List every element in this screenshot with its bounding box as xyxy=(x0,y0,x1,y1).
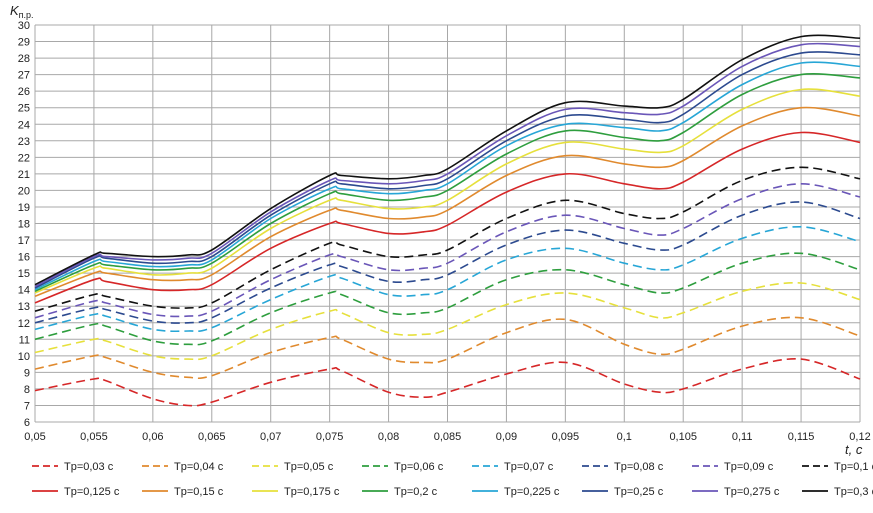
legend-item: Tp=0,08 с xyxy=(582,461,664,473)
legend-label: Tp=0,05 с xyxy=(284,461,334,473)
legend-label: Tp=0,25 с xyxy=(614,486,664,498)
y-tick-label: 11 xyxy=(19,334,30,346)
y-tick-label: 14 xyxy=(18,285,30,297)
legend-item: Tp=0,2 с xyxy=(362,486,438,498)
legend-label: Tp=0,09 с xyxy=(724,461,774,473)
x-axis-label: t, с xyxy=(845,442,863,457)
y-tick-label: 21 xyxy=(18,169,30,181)
legend-item: Tp=0,15 с xyxy=(142,486,224,498)
series-line-10 xyxy=(34,106,861,298)
x-tick-label: 0,115 xyxy=(788,431,815,443)
y-tick-label: 24 xyxy=(18,119,30,131)
x-tick-label: 0,11 xyxy=(732,431,753,443)
legend-item: Tp=0,05 с xyxy=(252,461,334,473)
legend-item: Tp=0,275 с xyxy=(692,486,780,498)
series-line-9 xyxy=(34,131,861,304)
x-tick-label: 0,055 xyxy=(80,431,108,443)
y-tick-label: 23 xyxy=(18,136,30,148)
series-line-16 xyxy=(34,34,861,286)
legend-item: Tp=0,1 с xyxy=(802,461,873,473)
y-tick-label: 25 xyxy=(18,103,30,115)
y-tick-label: 18 xyxy=(18,219,30,231)
legend-label: Tp=0,06 с xyxy=(394,461,444,473)
legend-item: Tp=0,06 с xyxy=(362,461,444,473)
y-axis-label-main: K xyxy=(10,3,20,18)
x-tick-label: 0,065 xyxy=(198,431,226,443)
series-line-5 xyxy=(34,225,861,333)
legend-item: Tp=0,225 с xyxy=(472,486,560,498)
series-group xyxy=(34,34,861,407)
series-line-11 xyxy=(34,88,861,294)
legend-label: Tp=0,2 с xyxy=(394,486,438,498)
legend-item: Tp=0,04 с xyxy=(142,461,224,473)
x-tick-label: 0,105 xyxy=(669,431,697,443)
legend-item: Tp=0,03 с xyxy=(32,461,114,473)
legend: Tp=0,03 с Tp=0,04 с Tp=0,05 с Tp=0,06 с Tp=0… xyxy=(32,461,873,498)
series-line-4 xyxy=(34,252,861,346)
y-tick-label: 22 xyxy=(18,152,30,164)
legend-label: Tp=0,3 с xyxy=(834,486,873,498)
legend-label: Tp=0,175 с xyxy=(284,486,340,498)
ticks: 6 7 8 9 10 11 12 13 14 15 16 17 18 19 20 21 22 23 24 25 26 27… xyxy=(18,20,871,443)
series-line-8 xyxy=(34,166,861,312)
series-line-14 xyxy=(34,51,861,289)
x-tick-label: 0,12 xyxy=(849,431,870,443)
x-tick-label: 0,075 xyxy=(316,431,344,443)
y-axis-label-sub: п.р. xyxy=(19,10,34,20)
y-tick-label: 7 xyxy=(24,400,30,412)
legend-label: Tp=0,15 с xyxy=(174,486,224,498)
y-tick-label: 10 xyxy=(18,351,30,363)
legend-item: Tp=0,07 с xyxy=(472,461,554,473)
y-tick-label: 19 xyxy=(18,202,30,214)
y-tick-label: 20 xyxy=(18,185,30,197)
x-tick-label: 0,08 xyxy=(378,431,399,443)
y-tick-label: 17 xyxy=(18,235,30,247)
legend-item: Tp=0,125 с xyxy=(32,486,120,498)
y-tick-label: 12 xyxy=(18,318,30,330)
legend-label: Tp=0,225 с xyxy=(504,486,560,498)
x-tick-label: 0,06 xyxy=(142,431,163,443)
x-tick-label: 0,095 xyxy=(552,431,580,443)
legend-label: Tp=0,08 с xyxy=(614,461,664,473)
legend-label: Tp=0,04 с xyxy=(174,461,224,473)
x-tick-label: 0,085 xyxy=(434,431,462,443)
legend-label: Tp=0,03 с xyxy=(64,461,114,473)
x-tick-label: 0,1 xyxy=(617,431,632,443)
y-tick-label: 6 xyxy=(24,417,30,429)
series-line-6 xyxy=(34,201,861,324)
y-tick-label: 9 xyxy=(24,367,30,379)
legend-label: Tp=0,275 с xyxy=(724,486,780,498)
y-tick-label: 28 xyxy=(18,53,30,65)
series-line-12 xyxy=(34,73,861,293)
legend-item: Tp=0,3 с xyxy=(802,486,873,498)
y-tick-label: 15 xyxy=(18,268,30,280)
x-tick-label: 0,07 xyxy=(260,431,281,443)
x-tick-label: 0,09 xyxy=(496,431,517,443)
series-line-2 xyxy=(34,316,861,380)
legend-item: Tp=0,09 с xyxy=(692,461,774,473)
y-tick-label: 26 xyxy=(18,86,30,98)
y-tick-label: 30 xyxy=(18,20,30,32)
legend-item: Tp=0,175 с xyxy=(252,486,340,498)
series-line-7 xyxy=(34,182,861,319)
legend-label: Tp=0,07 с xyxy=(504,461,554,473)
y-tick-label: 29 xyxy=(18,37,30,49)
series-line-13 xyxy=(34,61,861,291)
x-tick-label: 0,05 xyxy=(24,431,45,443)
legend-label: Tp=0,125 с xyxy=(64,486,120,498)
y-tick-label: 8 xyxy=(24,384,30,396)
y-tick-label: 27 xyxy=(18,70,30,82)
y-tick-label: 13 xyxy=(18,301,30,313)
series-line-15 xyxy=(34,42,861,288)
legend-label: Tp=0,1 с xyxy=(834,461,873,473)
y-axis-label: Kп.р. xyxy=(10,3,34,20)
y-tick-label: 16 xyxy=(18,252,30,264)
series-line-3 xyxy=(34,281,861,361)
series-line-1 xyxy=(34,358,861,407)
legend-item: Tp=0,25 с xyxy=(582,486,664,498)
